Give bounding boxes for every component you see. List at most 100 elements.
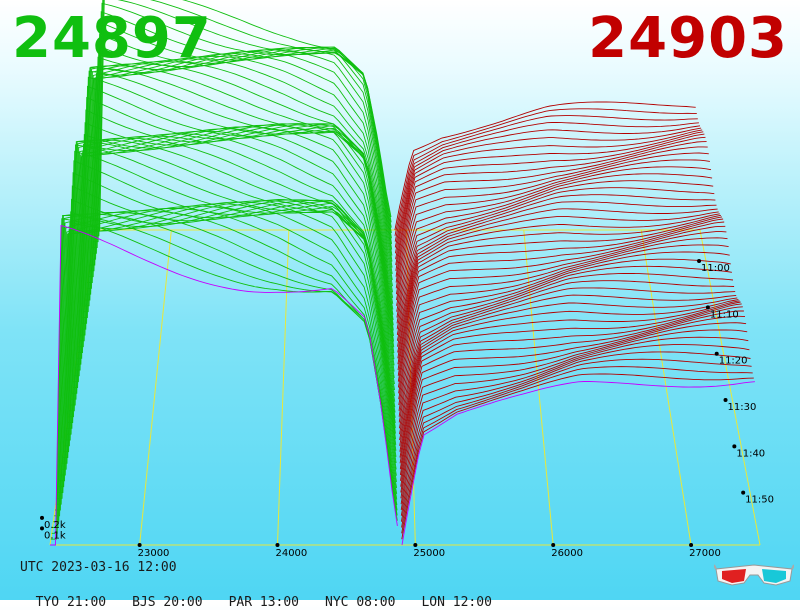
time-tick-mark [697,259,702,264]
zone-lon: LON 12:00 [421,595,492,610]
zone-bjs: BJS 20:00 [132,595,203,610]
ask-depth-line [397,225,726,388]
bid-depth-line [65,144,396,441]
bid-depth-line [56,203,397,499]
bid-depth-line [86,49,393,289]
ask-depth-line [398,237,728,400]
bid-depth-line [68,135,396,418]
3d-glasses-icon[interactable] [714,561,794,591]
zone-nyc: NYC 08:00 [325,595,396,610]
time-tick-label: 11:50 [745,495,774,506]
ask-depth-line [396,201,717,341]
ask-depth-line [396,180,714,324]
ask-depth-line [394,108,697,236]
ask-depth-line [400,336,749,511]
time-tick-label: 11:30 [728,402,757,413]
bid-depth-line [59,199,397,482]
ask-depth-line [399,297,738,452]
bid-depth-line [95,0,392,231]
x-tick-label: 24000 [275,548,307,559]
ask-depth-line [396,166,712,312]
bid-price: 24897 [12,6,212,71]
ask-depth-line [401,366,753,534]
time-tick-mark [741,490,746,495]
ask-depth-line [396,173,713,318]
ask-depth-line [396,159,710,306]
ask-depth-line [397,218,724,376]
price-grid-line [640,229,692,546]
ask-depth-line [398,231,727,394]
ask-depth-line [395,141,707,289]
bid-depth-line [83,58,394,313]
zone-tyo: TYO 21:00 [35,595,107,610]
ask-depth-line [400,344,750,516]
x-tick-label: 23000 [138,548,170,559]
x-tick-mark [275,543,280,547]
x-tick-mark [689,543,694,547]
ask-depth-line [401,358,752,528]
bid-depth-line [70,130,396,406]
x-tick-label: 26000 [551,548,583,559]
price-grid-line [276,229,290,546]
bid-depth-line [50,218,398,540]
ask-depth-line [397,208,718,347]
bid-depth-line [75,122,395,371]
price-grid-line [139,229,172,546]
ask-depth-line [396,187,715,330]
time-tick-label: 11:40 [736,448,765,459]
ask-depth-line [399,300,740,464]
time-tick-label: 11:00 [701,263,730,274]
ask-depth-line [399,301,741,470]
ask-depth-line [398,251,730,411]
ask-depth-line [401,373,754,540]
bid-depth-line [53,211,398,523]
floor-edge [699,229,761,546]
ask-price: 24903 [588,6,788,71]
ask-depth-line [394,101,696,231]
x-tick-mark [551,543,556,547]
ask-depth-line [397,213,720,359]
x-tick-label: 27000 [689,548,721,559]
bid-depth-line [65,141,396,435]
bid-depth-line [92,2,392,248]
bid-depth-line [50,224,398,546]
ask-depth-line [400,310,744,487]
bid-depth-line [73,123,395,383]
bid-depth-line [77,85,394,353]
ask-depth-line [398,265,732,423]
depth-tick-label: 0.2k [44,520,66,531]
bid-depth-line [89,45,393,272]
ask-depth-line [400,306,743,481]
bid-depth-line [57,201,397,493]
ask-depth-line [399,287,736,441]
ask-depth-line [396,152,709,301]
bid-depth-line [55,208,398,511]
bid-depth-line [71,126,395,394]
bid-depth-line [79,70,394,342]
ask-depth-line [399,299,739,458]
time-tick-mark [723,398,728,403]
bid-depth-line [55,205,398,505]
ask-depth-line [394,125,701,254]
bid-depth-line [90,33,393,266]
ask-depth-line [395,133,705,277]
ask-depth-line [395,146,708,295]
ask-depth-line [399,294,737,446]
depth-tick-mark [40,515,44,520]
bid-depth-line [60,198,397,470]
ask-depth-line [399,280,735,435]
ask-depth-line [401,381,755,546]
time-tick-mark [732,444,737,449]
x-tick-mark [413,543,418,547]
depth-snapshot-lines [50,0,755,546]
ask-depth-line [398,244,729,406]
bid-depth-line [61,185,397,464]
ask-depth-line [398,273,734,429]
bid-depth-line [51,215,398,534]
ask-depth-line [400,351,751,522]
zone-par: PAR 13:00 [228,595,300,610]
x-tick-label: 25000 [413,548,445,559]
ask-depth-line [395,136,706,283]
depth-tick-mark [40,526,44,531]
